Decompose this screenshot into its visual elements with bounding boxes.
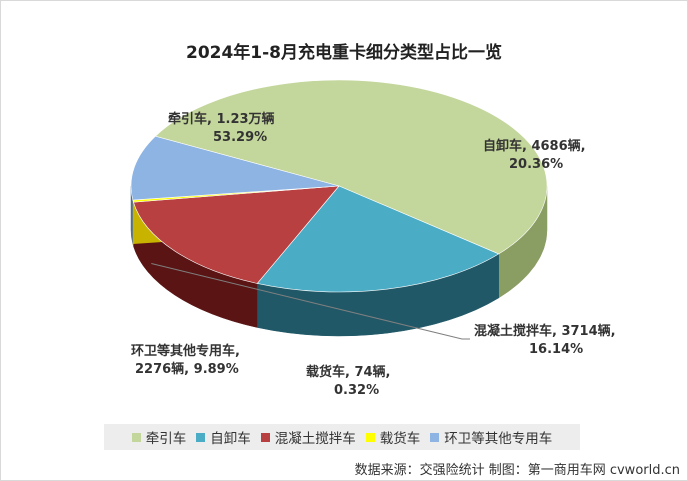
label-tractor-percent: 53.29%: [213, 130, 268, 145]
legend-item: 牵引车: [131, 427, 187, 447]
legend-swatch: [365, 432, 375, 442]
legend-label: 混凝土搅拌车: [274, 431, 356, 447]
label-dump-name-value: 自卸车, 4686辆,: [483, 139, 586, 154]
pie-slice-mixer: [133, 185, 340, 284]
source-note: 数据来源：交强险统计 制图：第一商用车网 cvworld.cn: [354, 463, 680, 478]
chart-title: 2024年1-8月充电重卡细分类型占比一览: [185, 43, 503, 63]
label-dump: 自卸车, 4686辆, 20.36%: [483, 138, 586, 174]
legend-label: 牵引车: [145, 431, 187, 447]
label-mixer-percent: 16.14%: [529, 342, 584, 357]
pie-top-faces: [130, 79, 548, 293]
label-special-name: 环卫等其他专用车,: [131, 344, 240, 359]
legend-item: 环卫等其他专用车: [430, 427, 552, 447]
legend-label: 载货车: [379, 431, 421, 447]
pie-slice-tractor: [154, 79, 548, 255]
pie-slice-dump: [256, 185, 500, 293]
legend-swatch: [430, 432, 440, 442]
label-cargo: 载货车, 74辆, 0.32%: [306, 364, 391, 400]
label-special-value-percent: 2276辆, 9.89%: [135, 362, 239, 377]
label-tractor: 牵引车, 1.23万辆 53.29%: [168, 111, 275, 147]
label-mixer-name-value: 混凝土搅拌车, 3714辆,: [474, 324, 616, 339]
legend: 牵引车 自卸车 混凝土搅拌车 载货车 环卫等其他专用车: [104, 424, 580, 450]
pie-slice-special: [130, 135, 340, 201]
label-special: 环卫等其他专用车, 2276辆, 9.89%: [131, 343, 240, 379]
legend-swatch: [260, 432, 270, 442]
label-tractor-name-value: 牵引车, 1.23万辆: [168, 112, 275, 127]
leader-line-mixer: [151, 263, 470, 340]
legend-swatch: [196, 432, 206, 442]
label-dump-percent: 20.36%: [509, 157, 564, 172]
label-cargo-name-value: 载货车, 74辆,: [306, 365, 391, 380]
legend-label: 环卫等其他专用车: [444, 431, 553, 447]
legend-item: 载货车: [365, 427, 421, 447]
label-mixer: 混凝土搅拌车, 3714辆, 16.14%: [474, 323, 616, 359]
legend-item: 混凝土搅拌车: [260, 427, 356, 447]
legend-label: 自卸车: [210, 431, 251, 447]
legend-swatch: [131, 432, 141, 442]
legend-item: 自卸车: [196, 427, 251, 447]
label-cargo-percent: 0.32%: [334, 383, 380, 398]
